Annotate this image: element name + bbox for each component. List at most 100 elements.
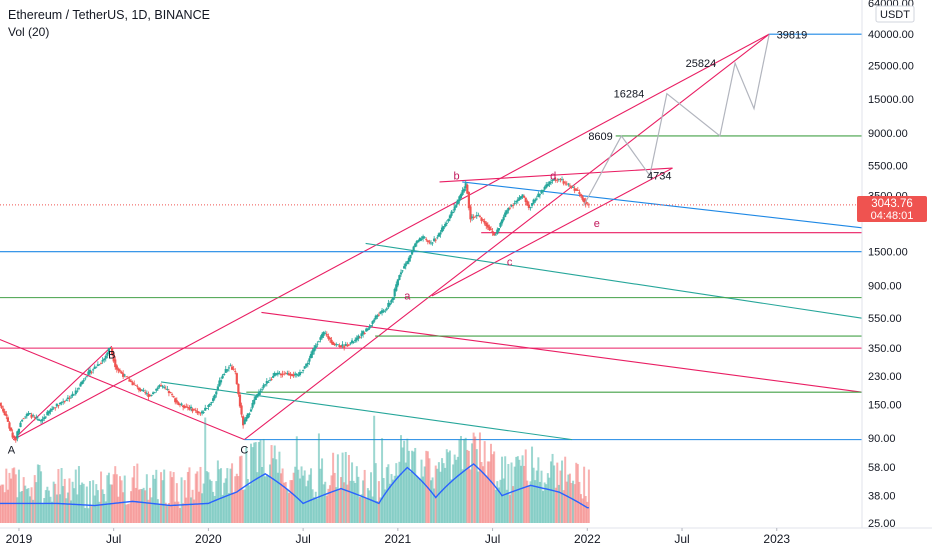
candle-body <box>489 228 493 230</box>
wave-label: b <box>454 171 460 183</box>
candle-body <box>467 192 470 209</box>
volume-bar <box>130 491 133 523</box>
price-axis[interactable] <box>862 0 932 528</box>
candle-body <box>583 198 586 203</box>
volume-bar <box>357 476 360 523</box>
candle-body <box>5 414 8 416</box>
candle-body <box>199 412 202 414</box>
volume-bar <box>281 468 284 523</box>
volume-bar <box>265 474 268 523</box>
volume-bar <box>188 467 191 523</box>
volume-indicator-label[interactable]: Vol (20) <box>8 25 50 39</box>
candle-body <box>35 417 38 419</box>
volume-bar <box>400 435 403 523</box>
candle-body <box>362 331 365 335</box>
candle-body <box>357 335 360 339</box>
volume-bar <box>172 472 175 523</box>
volume-bar <box>338 489 341 523</box>
candle-body <box>63 401 66 402</box>
candle-body <box>200 411 204 414</box>
volume-bar <box>191 489 194 523</box>
volume-bar <box>422 476 425 523</box>
volume-bar <box>43 498 46 523</box>
candle-body <box>227 367 231 369</box>
volume-bar <box>11 468 14 523</box>
volume-bar <box>137 489 140 523</box>
volume-bar <box>464 437 467 523</box>
volume-bar <box>576 464 579 523</box>
volume-bar <box>565 481 568 523</box>
volume-bar <box>207 472 210 523</box>
volume-bar <box>535 470 538 523</box>
volume-bar <box>519 465 522 523</box>
volume-bar <box>395 463 398 523</box>
candle-body <box>336 344 339 346</box>
volume-bar <box>74 469 77 523</box>
volume-bar <box>6 489 9 523</box>
volume-bar <box>112 474 115 523</box>
volume-bar <box>284 482 287 523</box>
volume-bar <box>343 482 346 523</box>
volume-bar <box>169 471 172 523</box>
y-tick-label: 58.00 <box>868 462 896 474</box>
volume-bar <box>98 501 101 523</box>
wave-label: c <box>507 257 513 269</box>
volume-bar <box>13 467 16 523</box>
candle-body <box>123 374 126 376</box>
chart-title[interactable]: Ethereum / TetherUS, 1D, BINANCE <box>8 8 210 22</box>
volume-bar <box>543 482 546 523</box>
candle-body <box>491 230 494 233</box>
volume-bar <box>82 483 85 523</box>
candle-body <box>354 339 357 342</box>
candle-body <box>339 345 343 348</box>
candle-body <box>41 419 44 421</box>
candle-body <box>155 388 158 391</box>
volume-bar <box>579 494 582 523</box>
volume-bar <box>466 449 469 523</box>
candle-body <box>553 178 556 181</box>
candle-body <box>150 395 153 397</box>
candle-body <box>232 368 235 370</box>
candle-body <box>224 369 227 373</box>
candle-body <box>259 391 262 393</box>
candle-body <box>117 368 120 371</box>
candle-body <box>207 405 210 407</box>
volume-bar <box>197 491 200 523</box>
candle-body <box>30 414 33 418</box>
y-tick-label: 64000.00 <box>868 0 914 10</box>
volume-bar <box>415 475 418 523</box>
candle-body <box>185 406 188 408</box>
volume-bar <box>526 480 529 523</box>
volume-bar <box>208 479 211 523</box>
volume-bar <box>120 480 123 523</box>
volume-bar <box>377 481 380 523</box>
volume-bar <box>107 472 110 523</box>
candle-body <box>586 202 589 204</box>
volume-bar <box>379 497 382 523</box>
volume-bar <box>310 468 313 523</box>
volume-bar <box>115 474 118 523</box>
volume-bar <box>38 464 41 523</box>
volume-bar <box>81 482 84 523</box>
time-axis[interactable] <box>0 528 932 550</box>
volume-bar <box>523 465 526 523</box>
candle-body <box>254 396 257 400</box>
volume-bar <box>442 463 445 523</box>
wave-label: d <box>550 171 556 183</box>
candle-body <box>500 219 504 224</box>
volume-bar <box>335 487 338 523</box>
candle-body <box>114 359 117 368</box>
volume-bar <box>93 495 96 523</box>
candle-body <box>92 369 95 371</box>
candle-body <box>272 376 275 378</box>
volume-bar <box>66 492 69 523</box>
candle-body <box>564 182 567 184</box>
currency-button[interactable]: USDT <box>875 5 915 23</box>
candle-body <box>309 353 313 359</box>
candle-body <box>341 344 344 346</box>
candle-body <box>369 325 373 327</box>
volume-bar <box>546 473 549 523</box>
candle-body <box>452 212 455 214</box>
candle-body <box>475 215 478 217</box>
